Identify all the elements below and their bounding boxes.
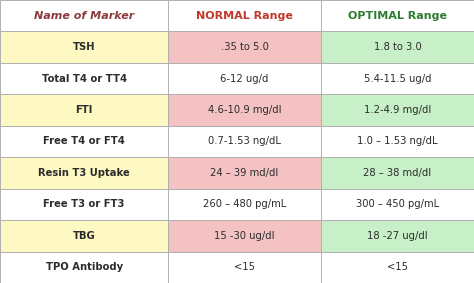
Text: Total T4 or TT4: Total T4 or TT4 bbox=[42, 74, 127, 83]
Bar bbox=[0, 63, 168, 94]
Bar bbox=[0, 220, 168, 252]
Bar bbox=[168, 252, 321, 283]
Text: 1.8 to 3.0: 1.8 to 3.0 bbox=[374, 42, 421, 52]
Text: 18 -27 ug/dl: 18 -27 ug/dl bbox=[367, 231, 428, 241]
Text: 15 -30 ug/dl: 15 -30 ug/dl bbox=[214, 231, 275, 241]
Text: OPTIMAL Range: OPTIMAL Range bbox=[348, 11, 447, 21]
Bar bbox=[168, 94, 321, 126]
Bar bbox=[168, 63, 321, 94]
Bar bbox=[321, 252, 474, 283]
Text: FTI: FTI bbox=[75, 105, 93, 115]
Text: Free T3 or FT3: Free T3 or FT3 bbox=[44, 200, 125, 209]
Bar bbox=[0, 189, 168, 220]
Text: 260 – 480 pg/mL: 260 – 480 pg/mL bbox=[203, 200, 286, 209]
Text: <15: <15 bbox=[387, 262, 408, 272]
Text: 1.0 – 1.53 ng/dL: 1.0 – 1.53 ng/dL bbox=[357, 136, 438, 147]
Text: 5.4-11.5 ug/d: 5.4-11.5 ug/d bbox=[364, 74, 431, 83]
Text: 1.2-4.9 mg/dl: 1.2-4.9 mg/dl bbox=[364, 105, 431, 115]
Bar bbox=[0, 126, 168, 157]
Text: 0.7-1.53 ng/dL: 0.7-1.53 ng/dL bbox=[208, 136, 281, 147]
Bar bbox=[321, 220, 474, 252]
Bar bbox=[168, 189, 321, 220]
Text: 300 – 450 pg/mL: 300 – 450 pg/mL bbox=[356, 200, 439, 209]
Text: 6-12 ug/d: 6-12 ug/d bbox=[220, 74, 269, 83]
Text: 24 – 39 md/dl: 24 – 39 md/dl bbox=[210, 168, 279, 178]
Text: .35 to 5.0: .35 to 5.0 bbox=[220, 42, 269, 52]
Text: 28 – 38 md/dl: 28 – 38 md/dl bbox=[364, 168, 431, 178]
Bar bbox=[321, 189, 474, 220]
Text: TSH: TSH bbox=[73, 42, 95, 52]
Text: NORMAL Range: NORMAL Range bbox=[196, 11, 293, 21]
Text: <15: <15 bbox=[234, 262, 255, 272]
Bar bbox=[321, 0, 474, 31]
Bar bbox=[0, 157, 168, 189]
Bar bbox=[168, 0, 321, 31]
Text: Resin T3 Uptake: Resin T3 Uptake bbox=[38, 168, 130, 178]
Bar bbox=[321, 94, 474, 126]
Bar bbox=[0, 94, 168, 126]
Bar bbox=[168, 126, 321, 157]
Bar bbox=[321, 157, 474, 189]
Bar bbox=[168, 31, 321, 63]
Text: Free T4 or FT4: Free T4 or FT4 bbox=[43, 136, 125, 147]
Text: Name of Marker: Name of Marker bbox=[34, 11, 134, 21]
Text: 4.6-10.9 mg/dl: 4.6-10.9 mg/dl bbox=[208, 105, 282, 115]
Bar bbox=[321, 31, 474, 63]
Bar bbox=[0, 31, 168, 63]
Text: TPO Antibody: TPO Antibody bbox=[46, 262, 123, 272]
Text: TBG: TBG bbox=[73, 231, 95, 241]
Bar bbox=[321, 126, 474, 157]
Bar bbox=[321, 63, 474, 94]
Bar bbox=[168, 157, 321, 189]
Bar bbox=[168, 220, 321, 252]
Bar bbox=[0, 0, 168, 31]
Bar bbox=[0, 252, 168, 283]
